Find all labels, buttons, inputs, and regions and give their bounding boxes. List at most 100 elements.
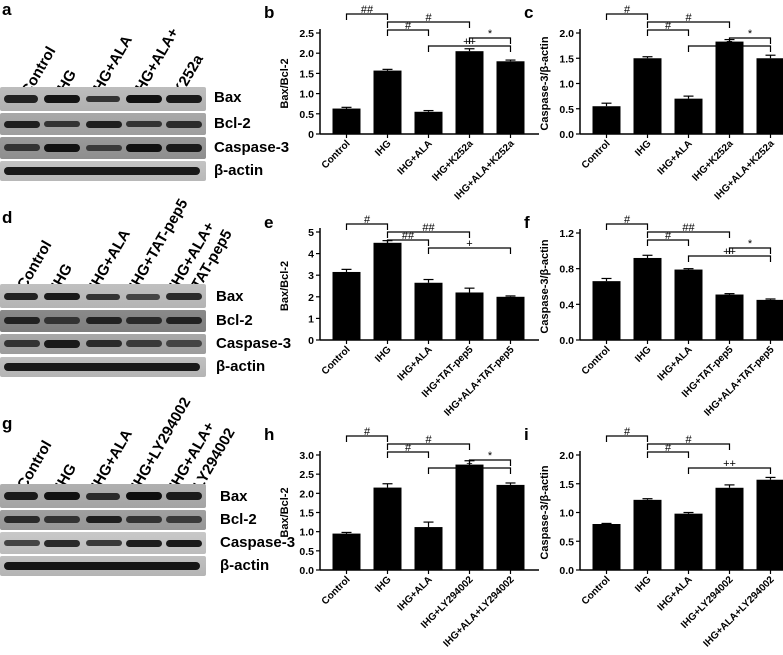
bar bbox=[715, 41, 744, 134]
x-tick-label: IHG bbox=[633, 138, 654, 159]
significance-label: # bbox=[665, 230, 672, 242]
y-tick-label: 1.5 bbox=[299, 508, 314, 520]
significance-label: # bbox=[685, 434, 692, 446]
y-tick-label: 2.0 bbox=[559, 28, 574, 40]
row-label-bax-g: Bax bbox=[220, 488, 248, 505]
bar bbox=[496, 61, 525, 134]
x-tick-label: IHG bbox=[373, 574, 394, 595]
row-label-bax-a: Bax bbox=[214, 89, 242, 106]
bar bbox=[455, 51, 484, 134]
panel-label-c: c bbox=[524, 3, 533, 22]
significance-label: ++ bbox=[723, 246, 736, 258]
x-tick-label: IHG bbox=[633, 344, 654, 365]
significance-label: * bbox=[488, 450, 493, 462]
bar bbox=[715, 487, 744, 570]
y-axis-label: Caspase-3/β-actin bbox=[539, 465, 551, 559]
x-tick-label: Control bbox=[320, 344, 353, 377]
significance-label: ## bbox=[682, 222, 695, 234]
chart-b: b Bax/Bcl-2 0 0.5 1.0 1.5 2.0 2.5 Control IHG IHG+… bbox=[264, 3, 539, 202]
chart-f: f Caspase-3/β-actin 0.0 0.4 0.8 1.2 Control IHG… bbox=[524, 213, 783, 419]
y-tick-label: 3 bbox=[308, 270, 314, 282]
blot-caspase3-g bbox=[0, 532, 206, 554]
y-axis-label: Bax/Bcl-2 bbox=[279, 487, 291, 537]
significance-label: # bbox=[425, 434, 432, 446]
bar bbox=[592, 524, 621, 570]
x-tick-label: IHG bbox=[633, 574, 654, 595]
bar bbox=[756, 299, 783, 340]
blot-bax-a bbox=[0, 87, 206, 111]
row-label-bax-d: Bax bbox=[216, 288, 244, 305]
x-tick-label: IHG+ALA+LY294002 bbox=[441, 574, 516, 649]
significance-bracket bbox=[386, 29, 430, 36]
bar bbox=[414, 111, 443, 134]
significance-label: ++ bbox=[723, 458, 736, 470]
y-tick-label: 1.5 bbox=[559, 53, 574, 65]
row-label-bactin-a: β-actin bbox=[214, 162, 264, 179]
significance-bracket bbox=[687, 255, 772, 262]
significance-bracket bbox=[427, 467, 512, 474]
significance-label: + bbox=[466, 458, 472, 470]
significance-bracket bbox=[468, 459, 512, 466]
significance-bracket bbox=[728, 37, 772, 44]
significance-label: # bbox=[405, 20, 412, 32]
x-tick-label: IHG bbox=[373, 138, 394, 159]
bar bbox=[633, 58, 662, 134]
bar bbox=[332, 271, 361, 340]
y-tick-label: 1.0 bbox=[559, 508, 574, 520]
row-label-bactin-d: β-actin bbox=[216, 358, 266, 375]
significance-label: # bbox=[364, 426, 371, 438]
bar bbox=[756, 58, 783, 134]
significance-label: # bbox=[425, 12, 432, 24]
x-tick-label: IHG+ALA bbox=[396, 344, 435, 383]
panel-label-b: b bbox=[264, 3, 274, 22]
significance-bracket bbox=[386, 451, 430, 458]
x-tick-label: IHG+ALA+LY294002 bbox=[701, 574, 776, 649]
significance-bracket bbox=[646, 231, 731, 238]
y-tick-label: 1.0 bbox=[299, 527, 314, 539]
significance-label: # bbox=[624, 426, 631, 438]
x-tick-label: IHG+ALA+TAT-pep5 bbox=[442, 344, 517, 419]
bar bbox=[496, 484, 525, 570]
significance-bracket bbox=[687, 467, 772, 474]
bar bbox=[674, 513, 703, 570]
y-tick-label: 5 bbox=[308, 227, 314, 239]
y-tick-label: 0.5 bbox=[559, 104, 574, 116]
significance-bracket bbox=[646, 443, 731, 450]
bar bbox=[332, 108, 361, 134]
blot-bcl2-g bbox=[0, 510, 206, 530]
blot-bax-g bbox=[0, 484, 206, 508]
y-tick-label: 2.0 bbox=[299, 488, 314, 500]
bar bbox=[455, 292, 484, 340]
significance-label: ## bbox=[402, 230, 415, 242]
significance-label: # bbox=[685, 12, 692, 24]
significance-bracket bbox=[345, 223, 389, 230]
y-tick-label: 2 bbox=[308, 292, 314, 304]
blot-bax-d bbox=[0, 284, 206, 308]
significance-bracket bbox=[386, 443, 471, 450]
x-tick-label: IHG+ALA bbox=[656, 344, 695, 383]
y-tick-label: 2.0 bbox=[559, 450, 574, 462]
y-tick-label: 1.5 bbox=[299, 68, 314, 80]
y-tick-label: 0.5 bbox=[559, 536, 574, 548]
significance-bracket bbox=[646, 29, 690, 36]
chart-c: c Caspase-3/β-actin 0.0 0.5 1.0 1.5 2.0 Control… bbox=[524, 3, 783, 202]
row-label-bcl2-g: Bcl-2 bbox=[220, 511, 257, 528]
significance-bracket bbox=[687, 45, 772, 52]
bar bbox=[373, 242, 402, 340]
bar bbox=[496, 296, 525, 340]
bar bbox=[633, 499, 662, 570]
x-tick-label: IHG bbox=[373, 344, 394, 365]
significance-bracket bbox=[605, 223, 649, 230]
significance-bracket bbox=[605, 13, 649, 20]
significance-label: * bbox=[748, 28, 753, 40]
blot-bcl2-a bbox=[0, 113, 206, 135]
significance-label: ## bbox=[361, 4, 374, 16]
panel-label-i: i bbox=[524, 425, 529, 444]
significance-bracket bbox=[728, 247, 772, 254]
x-tick-label: Control bbox=[320, 138, 353, 171]
bar bbox=[455, 464, 484, 570]
y-tick-label: 0.5 bbox=[299, 109, 314, 121]
significance-bracket bbox=[605, 435, 649, 442]
x-tick-label: IHG+ALA bbox=[396, 574, 435, 613]
